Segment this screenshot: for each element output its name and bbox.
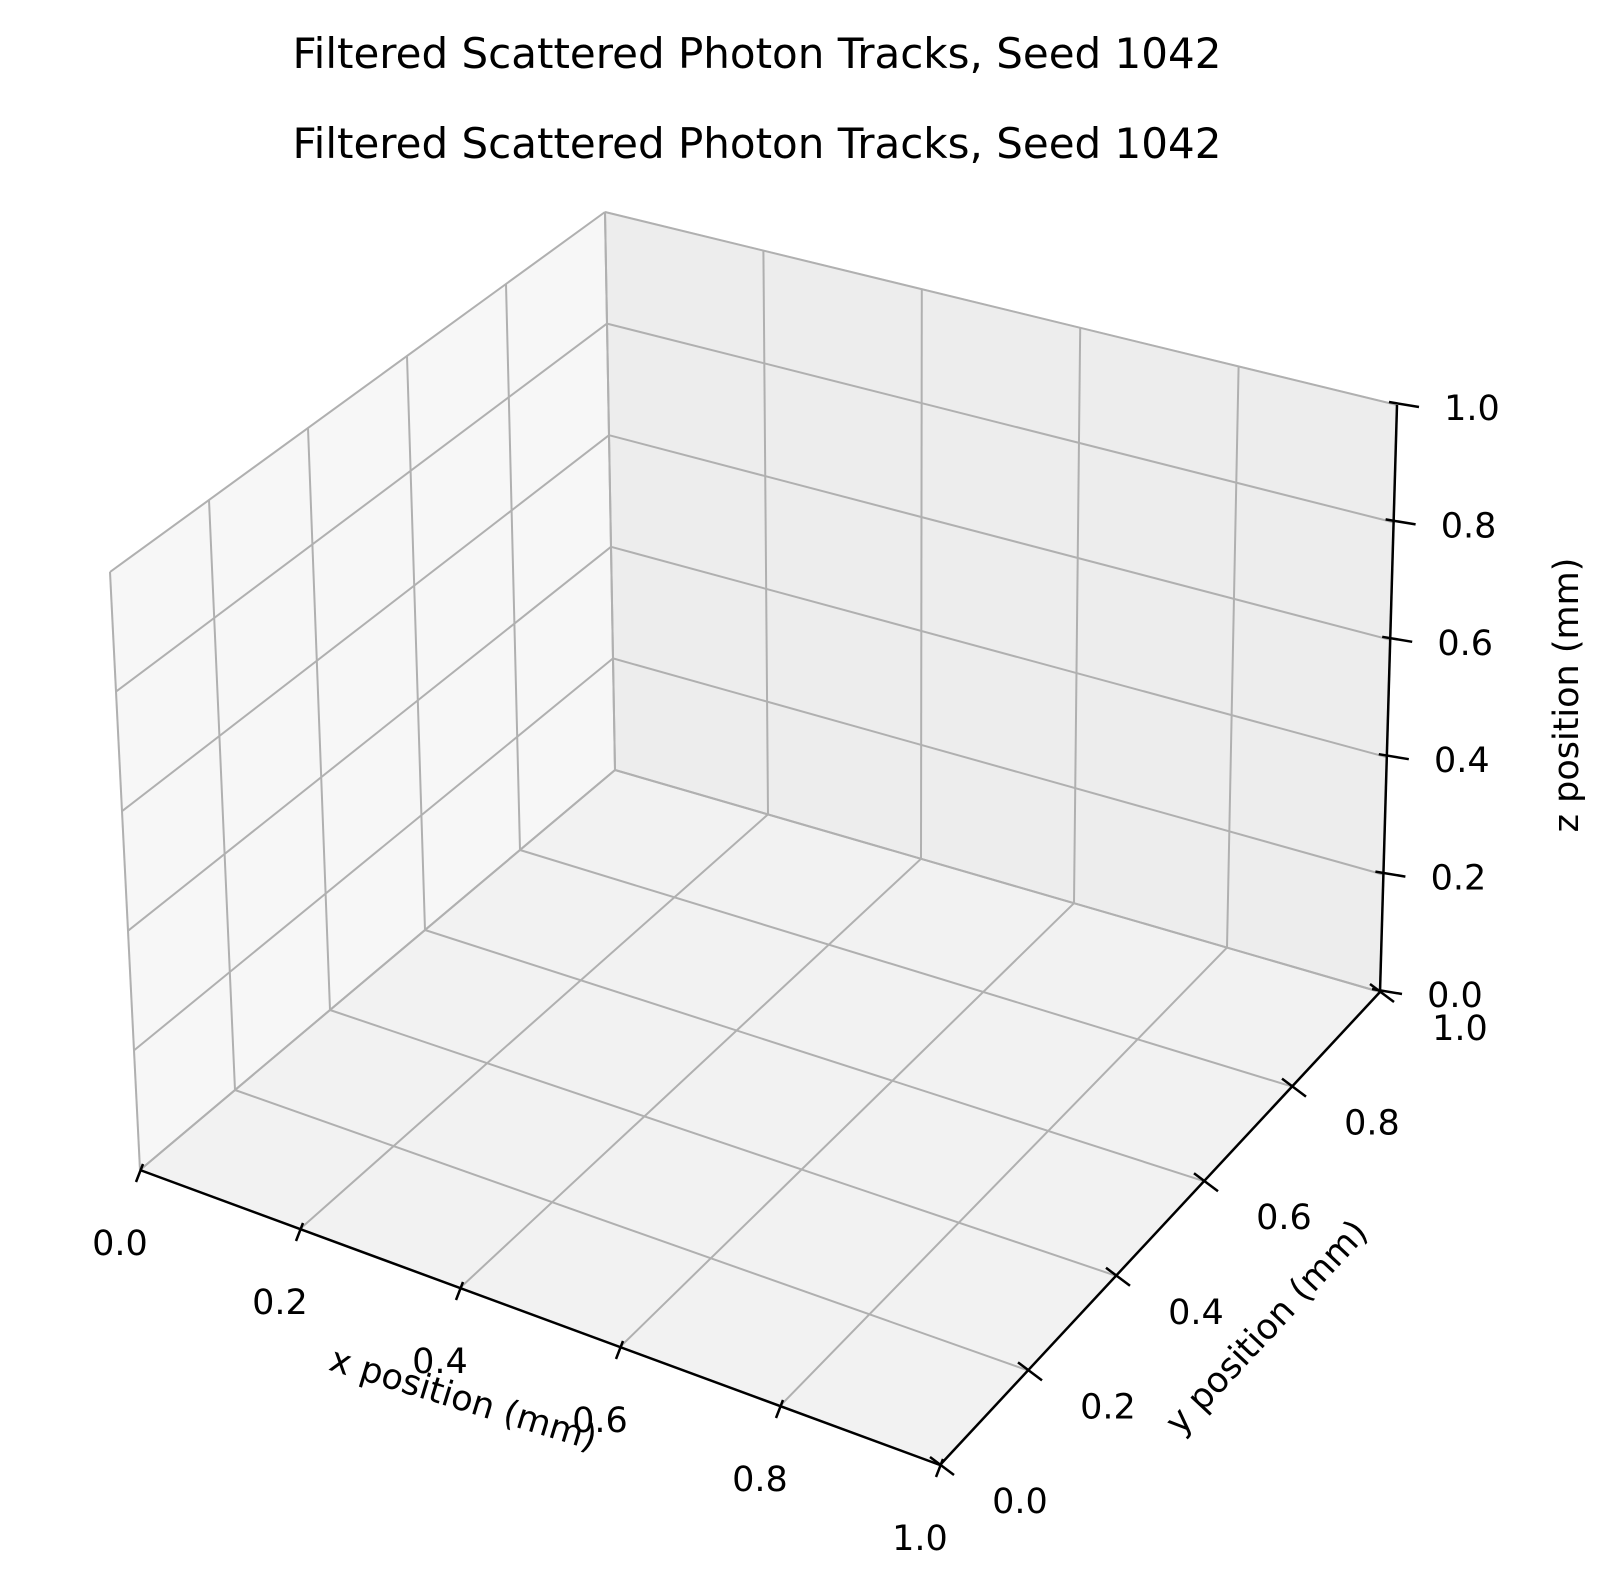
z-tick-label: 0.2	[1431, 859, 1487, 899]
z-axis-line	[1378, 404, 1399, 993]
z-tick-mark	[1388, 400, 1420, 409]
left-pane	[110, 212, 615, 1170]
x-tick-mark	[454, 1281, 465, 1301]
x-tick-mark	[134, 1163, 145, 1183]
z-gridline	[606, 322, 1394, 524]
z-gridline	[127, 546, 612, 932]
x-tick-label: 0.6	[572, 1401, 628, 1441]
z-tick-label: 0.6	[1437, 624, 1493, 664]
chart-subtitle: Filtered Scattered Photon Tracks, Seed 1…	[293, 119, 1222, 168]
z-gridline	[608, 434, 1391, 641]
z-gridline	[139, 769, 616, 1171]
x-tick-mark	[614, 1340, 625, 1360]
y-tick-label: 0.6	[1256, 1198, 1312, 1238]
x-tick-label: 0.8	[732, 1460, 788, 1500]
y-gridline	[406, 355, 426, 931]
y-gridline	[505, 283, 521, 851]
x-gridline	[1073, 327, 1082, 904]
z-tick-label: 1.0	[1444, 389, 1500, 429]
y-tick-label: 0.2	[1080, 1387, 1136, 1427]
x-gridline	[299, 813, 769, 1230]
x-tick-label: 0.2	[252, 1283, 308, 1323]
y-gridline	[604, 211, 616, 771]
z-tick-mark	[1378, 752, 1410, 761]
y-gridline	[109, 571, 141, 1171]
x-gridline	[920, 289, 923, 859]
y-tick-mark	[1105, 1266, 1131, 1287]
y-gridline	[519, 849, 1293, 1088]
z-gridline	[604, 211, 1398, 406]
z-tick-label: 0.8	[1441, 506, 1497, 546]
z-tick-label: 0.0	[1427, 976, 1483, 1016]
z-tick-mark	[1375, 870, 1406, 878]
y-tick-label: 0.0	[992, 1482, 1048, 1522]
z-tick-mark	[1381, 635, 1413, 644]
x-axis-line	[139, 1168, 941, 1467]
chart-title: Filtered Scattered Photon Tracks, Seed 1…	[293, 29, 1222, 78]
z-gridline	[610, 545, 1388, 759]
y-gridline	[424, 929, 1205, 1183]
tick-marks	[134, 400, 1420, 1478]
z-gridline	[612, 657, 1384, 876]
y-gridline	[208, 499, 236, 1091]
y-tick-mark	[1193, 1172, 1219, 1193]
back-pane	[605, 212, 1397, 992]
x-tick-label: 0.4	[412, 1342, 468, 1382]
z-gridline	[115, 322, 608, 693]
y-tick-mark	[1281, 1077, 1307, 1098]
y-gridline	[234, 1089, 1029, 1372]
x-gridline	[779, 946, 1228, 1407]
x-gridline	[619, 902, 1075, 1348]
y-tick-label: 0.8	[1344, 1104, 1400, 1144]
floor-pane	[140, 770, 1380, 1465]
x-tick-label: 1.0	[892, 1519, 948, 1559]
y-tick-mark	[1369, 983, 1395, 1003]
x-tick-mark	[294, 1222, 305, 1242]
y-gridline	[329, 1009, 1117, 1277]
x-gridline	[1226, 366, 1240, 948]
y-tick-mark	[929, 1456, 955, 1476]
x-gridline	[459, 858, 922, 1289]
x-gridline	[762, 250, 769, 815]
z-tick-mark	[1385, 518, 1416, 526]
z-gridline	[109, 211, 606, 573]
y-tick-label: 0.4	[1168, 1293, 1224, 1333]
z-gridline	[133, 657, 614, 1052]
z-gridline	[121, 434, 610, 812]
tick-labels: 0.00.20.40.60.81.00.00.20.40.60.81.00.00…	[92, 389, 1500, 1559]
y-gridline	[307, 427, 331, 1011]
y-axis-line	[939, 991, 1381, 1466]
axes	[139, 404, 1399, 1467]
y-tick-label: 1.0	[1432, 1009, 1488, 1049]
y-tick-mark	[1017, 1361, 1043, 1382]
x-tick-label: 0.0	[92, 1224, 148, 1264]
z-tick-mark	[1371, 987, 1403, 996]
z-gridline	[614, 769, 1381, 993]
x-tick-mark	[774, 1399, 785, 1419]
x-tick-mark	[934, 1458, 945, 1478]
z-axis-label: z position (mm)	[1547, 558, 1587, 833]
z-tick-label: 0.4	[1434, 741, 1490, 781]
